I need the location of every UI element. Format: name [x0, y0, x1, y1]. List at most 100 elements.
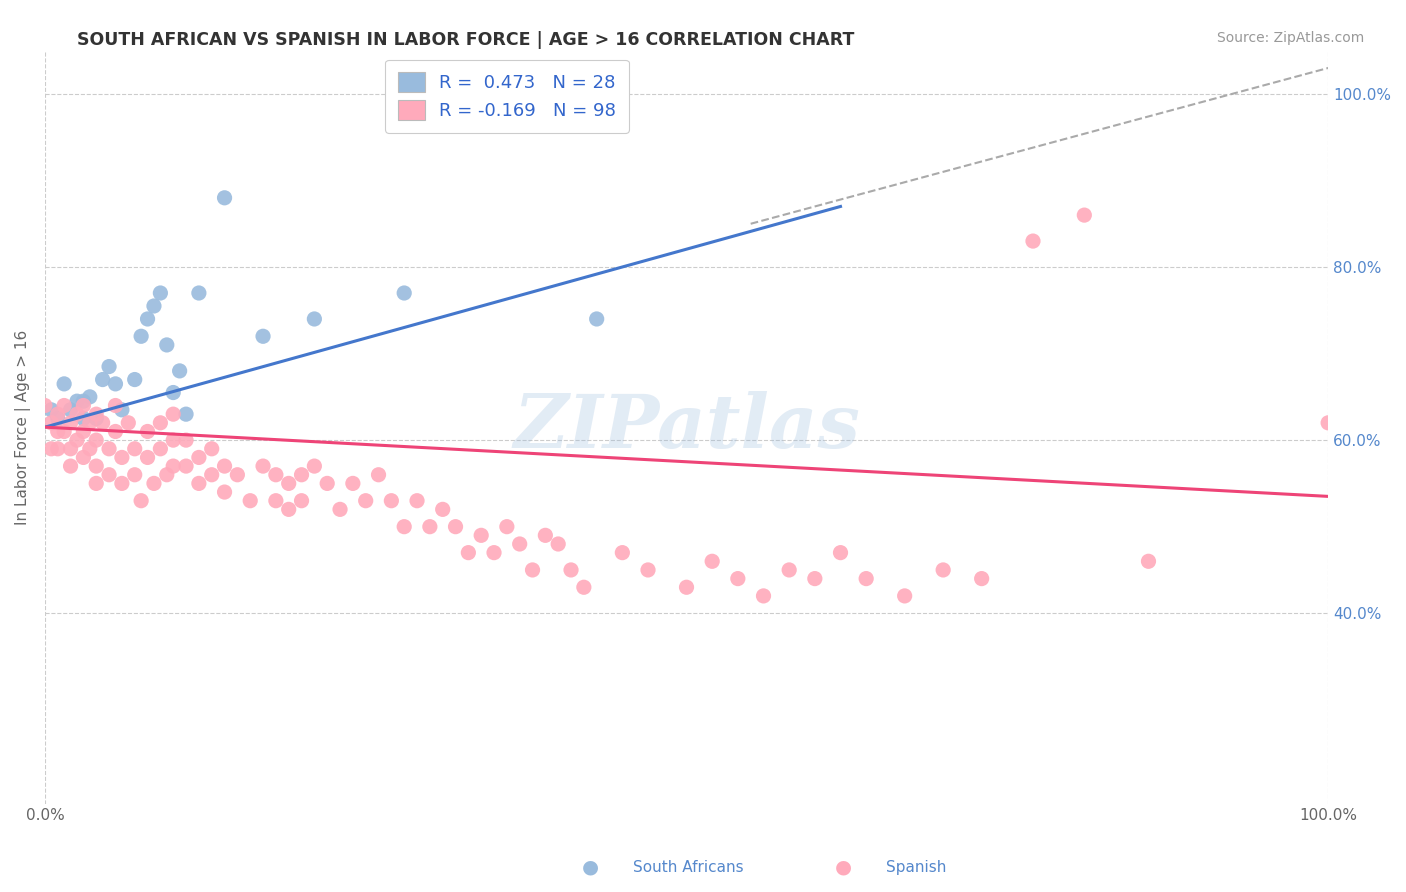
Point: [66, 433, 89, 447]
Y-axis label: In Labor Force | Age > 16: In Labor Force | Age > 16: [15, 329, 31, 524]
Point: [1022, 234, 1045, 248]
Point: [174, 407, 197, 421]
Text: ZIPatlas: ZIPatlas: [513, 391, 860, 464]
Point: [547, 537, 569, 551]
Point: [419, 519, 441, 533]
Point: [804, 572, 827, 586]
Point: [156, 338, 179, 352]
Point: [162, 407, 184, 421]
Point: [392, 519, 415, 533]
Point: [39, 416, 62, 430]
Point: [214, 459, 236, 474]
Point: [156, 467, 179, 482]
Point: [84, 476, 107, 491]
Point: [239, 493, 262, 508]
Point: [214, 191, 236, 205]
Point: [187, 285, 209, 300]
Point: [162, 385, 184, 400]
Text: ●: ●: [835, 857, 852, 877]
Point: [136, 425, 159, 439]
Point: [59, 459, 82, 474]
Point: [129, 329, 152, 343]
Point: [46, 442, 69, 456]
Point: [367, 467, 389, 482]
Point: [149, 416, 172, 430]
Point: [304, 312, 326, 326]
Point: [893, 589, 915, 603]
Point: [136, 450, 159, 465]
Point: [53, 425, 76, 439]
Point: [252, 459, 274, 474]
Point: [675, 580, 697, 594]
Point: [149, 285, 172, 300]
Point: [252, 329, 274, 343]
Point: [98, 467, 121, 482]
Point: [585, 312, 607, 326]
Point: [495, 519, 517, 533]
Point: [143, 476, 166, 491]
Point: [277, 502, 299, 516]
Point: [34, 399, 56, 413]
Point: [124, 467, 146, 482]
Point: [59, 402, 82, 417]
Point: [264, 467, 287, 482]
Point: [316, 476, 339, 491]
Point: [509, 537, 531, 551]
Point: [72, 399, 94, 413]
Point: [290, 467, 312, 482]
Point: [174, 459, 197, 474]
Point: [354, 493, 377, 508]
Point: [79, 390, 101, 404]
Point: [91, 373, 114, 387]
Text: ●: ●: [582, 857, 599, 877]
Point: [66, 407, 89, 421]
Point: [201, 467, 224, 482]
Point: [534, 528, 557, 542]
Point: [104, 399, 127, 413]
Point: [174, 433, 197, 447]
Text: Source: ZipAtlas.com: Source: ZipAtlas.com: [1216, 31, 1364, 45]
Point: [84, 459, 107, 474]
Point: [304, 459, 326, 474]
Point: [84, 433, 107, 447]
Point: [702, 554, 724, 568]
Point: [970, 572, 993, 586]
Point: [72, 450, 94, 465]
Point: [392, 285, 415, 300]
Point: [522, 563, 544, 577]
Point: [444, 519, 467, 533]
Point: [1137, 554, 1160, 568]
Point: [46, 411, 69, 425]
Point: [290, 493, 312, 508]
Point: [169, 364, 191, 378]
Point: [46, 425, 69, 439]
Point: [149, 442, 172, 456]
Point: [187, 450, 209, 465]
Point: [111, 450, 134, 465]
Point: [457, 546, 479, 560]
Point: [53, 376, 76, 391]
Point: [572, 580, 595, 594]
Point: [612, 546, 634, 560]
Point: [637, 563, 659, 577]
Legend: R =  0.473   N = 28, R = -0.169   N = 98: R = 0.473 N = 28, R = -0.169 N = 98: [385, 60, 628, 133]
Point: [84, 407, 107, 421]
Point: [124, 373, 146, 387]
Point: [53, 399, 76, 413]
Point: [72, 425, 94, 439]
Point: [39, 402, 62, 417]
Point: [79, 442, 101, 456]
Point: [932, 563, 955, 577]
Point: [380, 493, 402, 508]
Point: [117, 416, 139, 430]
Point: [201, 442, 224, 456]
Text: SOUTH AFRICAN VS SPANISH IN LABOR FORCE | AGE > 16 CORRELATION CHART: SOUTH AFRICAN VS SPANISH IN LABOR FORCE …: [77, 31, 855, 49]
Point: [124, 442, 146, 456]
Point: [470, 528, 492, 542]
Point: [406, 493, 429, 508]
Point: [482, 546, 505, 560]
Point: [46, 407, 69, 421]
Point: [1317, 416, 1340, 430]
Point: [72, 394, 94, 409]
Point: [830, 546, 852, 560]
